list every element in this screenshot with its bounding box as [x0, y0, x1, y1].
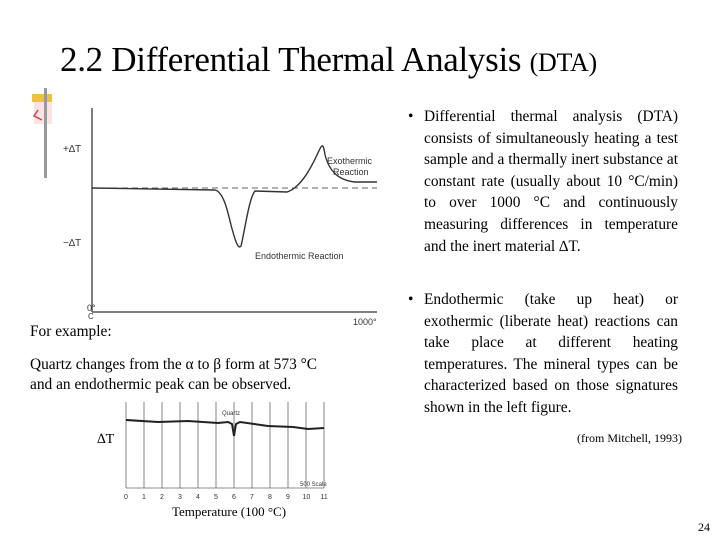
- example-line-2: and an endothermic peak can be observed.: [30, 376, 292, 393]
- fig2-x-tick-label: 3: [178, 494, 182, 501]
- example-heading: For example:: [30, 323, 112, 340]
- fig2-x-tick-label: 7: [250, 494, 254, 501]
- fig2-quartz-curve: [125, 419, 325, 437]
- bullet-reactions: • Endothermic (take up heat) or exotherm…: [408, 289, 678, 419]
- fig1-x-min-unit: C: [88, 312, 94, 321]
- example-line-1: Quartz changes from the α to β form at 5…: [30, 356, 318, 373]
- fig2-scale-label: 500 Scale: [300, 482, 327, 488]
- fig2-x-tick-label: 10: [303, 494, 311, 501]
- bullet-text: Endothermic (take up heat) or exothermic…: [424, 291, 678, 416]
- fig2-x-tick-label: 8: [268, 494, 272, 501]
- fig2-x-tick-labels: 0 1 2 3 4 5 6 7 8 9 10 11: [124, 494, 328, 501]
- decorative-corner-graphic: [32, 88, 52, 178]
- bullet-dta-definition: • Differential thermal analysis (DTA) co…: [408, 106, 678, 257]
- slide-title-main: 2.2 Differential Thermal Analysis: [60, 40, 530, 79]
- fig2-x-tick-label: 1: [142, 494, 146, 501]
- fig2-grid: [125, 402, 325, 489]
- reference-citation: (from Mitchell, 1993): [577, 431, 682, 445]
- fig2-x-tick-label: 0: [124, 494, 128, 501]
- fig1-exothermic-label: Exothermic: [327, 156, 373, 166]
- dta-schematic-figure: +∆T −∆T Exothermic Reaction Endothermic …: [63, 108, 377, 327]
- bullet-symbol: •: [408, 108, 414, 125]
- fig1-endothermic-label: Endothermic Reaction: [255, 251, 344, 261]
- fig1-dta-curve: [91, 145, 377, 248]
- fig2-x-tick-label: 5: [214, 494, 218, 501]
- fig1-minus-dt-label: −∆T: [63, 238, 81, 249]
- fig2-x-tick-label: 11: [321, 494, 328, 501]
- fig1-x-min-label: 0°: [87, 303, 96, 313]
- slide-title: 2.2 Differential Thermal Analysis (DTA): [60, 40, 597, 80]
- fig1-plus-dt-label: +∆T: [63, 144, 81, 155]
- fig2-dt-label: ∆T: [97, 432, 115, 447]
- fig1-x-max-label: 1000°: [353, 317, 377, 327]
- fig2-x-tick-label: 6: [232, 494, 236, 501]
- fig2-peak-label: Quartz: [222, 411, 240, 417]
- fig2-x-tick-label: 4: [196, 494, 200, 501]
- quartz-dta-figure: Quartz 500 Scale 0 1 2 3 4 5 6 7 8 9 10 11: [124, 402, 328, 501]
- slide-title-abbr: (DTA): [529, 48, 597, 77]
- bullet-symbol: •: [408, 291, 414, 308]
- fig2-x-tick-label: 2: [160, 494, 164, 501]
- fig2-temperature-label: Temperature (100 °C): [172, 504, 287, 519]
- bullet-text: Differential thermal analysis (DTA) cons…: [424, 108, 678, 255]
- fig1-reaction-label: Reaction: [333, 167, 369, 177]
- fig2-x-tick-label: 9: [286, 494, 290, 501]
- page-number: 24: [698, 520, 710, 534]
